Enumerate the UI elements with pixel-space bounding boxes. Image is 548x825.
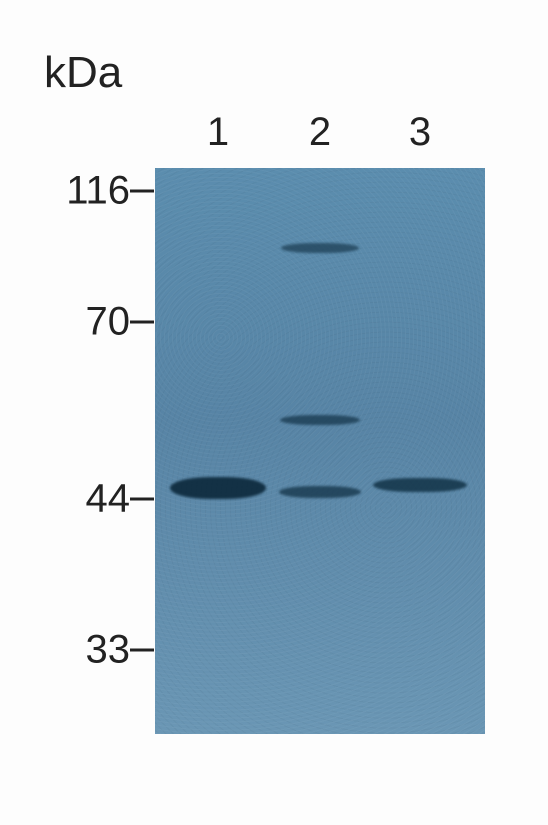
marker-label-33: 33	[86, 628, 131, 673]
lane-label-1: 1	[207, 110, 229, 155]
band-lane2-2	[280, 415, 360, 425]
marker-tick-33	[130, 649, 154, 652]
band-lane2-3	[279, 486, 361, 498]
marker-label-44: 44	[86, 477, 131, 522]
lane-label-2: 2	[309, 110, 331, 155]
marker-label-116: 116	[66, 169, 130, 214]
band-lane2-1	[281, 243, 359, 253]
marker-tick-70	[130, 321, 154, 324]
marker-tick-44	[130, 498, 154, 501]
marker-tick-116	[130, 190, 154, 193]
band-lane1-0	[170, 477, 266, 499]
blot-membrane	[155, 168, 485, 734]
lane-label-3: 3	[409, 110, 431, 155]
unit-label: kDa	[44, 48, 122, 98]
band-lane3-4	[373, 478, 467, 492]
marker-label-70: 70	[86, 300, 131, 345]
blot-figure: kDa 1 2 3 116 70 44 33	[0, 0, 548, 825]
